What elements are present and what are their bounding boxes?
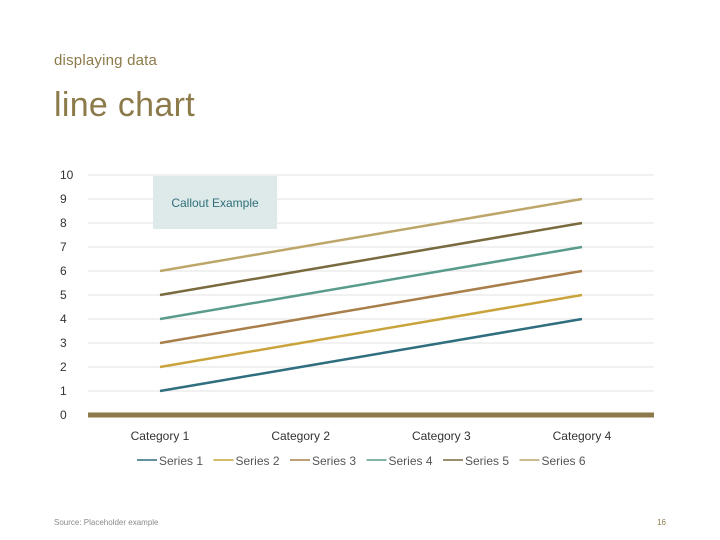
y-axis-ticks: 0 1 2 3 4 5 6 7 8 9 10 <box>60 168 74 422</box>
page-number: 16 <box>657 518 666 527</box>
legend-label: Series 4 <box>389 454 433 468</box>
y-tick-label: 1 <box>60 384 67 398</box>
slide-subtitle: displaying data <box>54 52 158 69</box>
x-tick-label: Category 1 <box>131 429 190 443</box>
legend-item: Series 6 <box>519 454 586 468</box>
y-tick-label: 4 <box>60 312 67 326</box>
legend-label: Series 1 <box>159 454 203 468</box>
y-tick-label: 5 <box>60 288 67 302</box>
callout: Callout Example <box>153 176 277 229</box>
y-tick-label: 9 <box>60 192 67 206</box>
x-tick-label: Category 3 <box>412 429 471 443</box>
legend-item: Series 4 <box>366 454 433 468</box>
legend-label: Series 2 <box>236 454 280 468</box>
series-line <box>159 269 583 345</box>
legend: Series 1 Series 2 Series 3 Series 4 Series 5… <box>137 454 586 468</box>
source-note: Source: Placeholder example <box>54 518 159 527</box>
legend-item: Series 5 <box>443 454 509 468</box>
y-tick-label: 3 <box>60 336 67 350</box>
series-lines <box>159 197 583 393</box>
x-axis-ticks: Category 1 Category 2 Category 3 Category 4 <box>131 429 612 443</box>
series-line <box>159 197 583 273</box>
series-line <box>159 245 583 321</box>
y-tick-label: 10 <box>60 168 74 182</box>
series-line <box>159 317 583 393</box>
y-tick-label: 2 <box>60 360 67 374</box>
callout-box <box>153 176 277 229</box>
x-tick-label: Category 2 <box>271 429 330 443</box>
callout-text: Callout Example <box>171 196 259 210</box>
x-tick-label: Category 4 <box>553 429 612 443</box>
y-tick-label: 6 <box>60 264 67 278</box>
series-line <box>159 293 583 369</box>
series-line <box>159 221 583 297</box>
y-tick-label: 0 <box>60 408 67 422</box>
slide-title: line chart <box>54 86 195 124</box>
y-tick-label: 8 <box>60 216 67 230</box>
legend-label: Series 5 <box>465 454 509 468</box>
y-tick-label: 7 <box>60 240 67 254</box>
legend-label: Series 6 <box>542 454 586 468</box>
legend-item: Series 2 <box>213 454 280 468</box>
legend-label: Series 3 <box>312 454 356 468</box>
legend-item: Series 3 <box>290 454 356 468</box>
legend-item: Series 1 <box>137 454 203 468</box>
